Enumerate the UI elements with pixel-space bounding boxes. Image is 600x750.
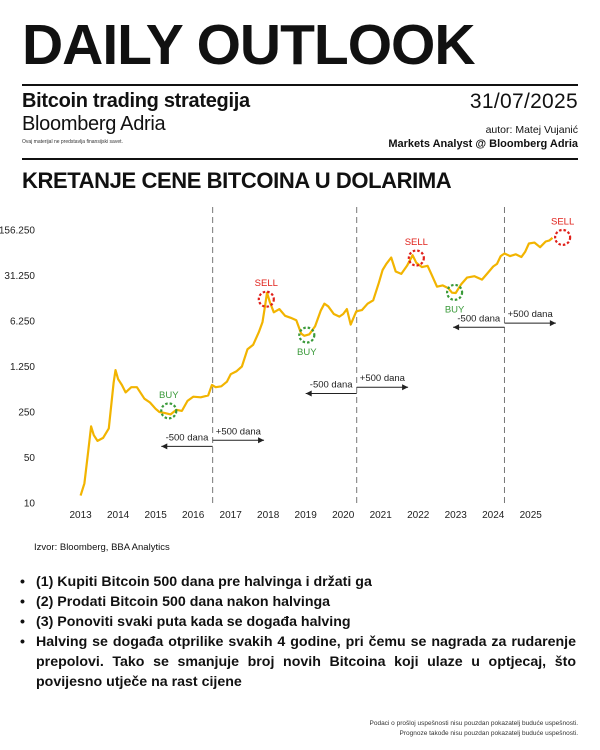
- annotation-label: -500 dana: [166, 432, 210, 443]
- annotation-label: -500 dana: [457, 313, 501, 324]
- halving-explanation: Halving se događa otprilike svakih 4 god…: [20, 632, 576, 692]
- x-axis: 2013 2014 2015 2016 2017 2018 2019 2020 2021 2022…: [70, 510, 543, 521]
- sell-label: SELL: [551, 216, 574, 227]
- chart-section-title: KRETANJE CENE BITCOINA U DOLARIMA: [22, 168, 452, 193]
- buy-label: BUY: [159, 390, 179, 401]
- strategy-list: (1) Kupiti Bitcoin 500 dana pre halvinga…: [20, 572, 576, 692]
- header-rule: [22, 84, 578, 86]
- sell-label: SELL: [405, 237, 428, 248]
- buy-marker: [160, 402, 178, 420]
- halving-annotations: -500 dana +500 dana -500 dana +500 dana -500…: [161, 309, 556, 450]
- buy-marker: [445, 283, 464, 301]
- x-tick-label: 2024: [482, 510, 505, 521]
- annotation-label: +500 dana: [216, 426, 262, 437]
- x-tick-label: 2025: [520, 510, 543, 521]
- y-tick-label: 50: [24, 453, 36, 464]
- footnote-forecasts: Prognoze takođe nisu pouzdan pokazatelj …: [399, 730, 578, 737]
- x-tick-label: 2020: [332, 510, 355, 521]
- report-subtitle: Bitcoin trading strategija: [22, 90, 250, 112]
- x-tick-label: 2014: [107, 510, 130, 521]
- page-headline: DAILY OUTLOOK: [22, 13, 476, 77]
- annotation-label: +500 dana: [508, 309, 554, 320]
- buy-label: BUY: [297, 347, 317, 358]
- y-axis: 10 50 250 1.250 6.250 31.250 156.250: [0, 225, 35, 509]
- y-tick-label: 156.250: [0, 225, 35, 236]
- buy-marker: [298, 326, 316, 344]
- annotation-arrow-head: [453, 324, 460, 331]
- x-tick-label: 2018: [257, 510, 280, 521]
- x-tick-label: 2017: [220, 510, 243, 521]
- y-tick-label: 10: [24, 499, 36, 510]
- strategy-step-3: (3) Ponoviti svaki puta kada se događa h…: [20, 612, 576, 632]
- x-tick-label: 2022: [407, 510, 430, 521]
- x-tick-label: 2023: [445, 510, 468, 521]
- bitcoin-price-line: [79, 237, 554, 496]
- strategy-step-2: (2) Prodati Bitcoin 500 dana nakon halvi…: [20, 592, 576, 612]
- y-tick-label: 31.250: [4, 271, 35, 282]
- annotation-label: +500 dana: [360, 373, 406, 384]
- author-role: Markets Analyst @ Bloomberg Adria: [388, 138, 578, 150]
- sell-marker: [257, 290, 275, 308]
- annotation-arrow-head: [549, 320, 556, 327]
- x-tick-label: 2019: [295, 510, 318, 521]
- halving-lines: [212, 207, 505, 505]
- y-tick-label: 250: [18, 407, 35, 418]
- y-tick-label: 6.250: [10, 316, 35, 327]
- annotation-arrow-head: [402, 384, 409, 391]
- x-tick-label: 2016: [182, 510, 205, 521]
- sell-marker: [407, 249, 425, 267]
- author-line: autor: Matej Vujanić: [485, 124, 578, 136]
- annotation-label: -500 dana: [310, 380, 354, 391]
- x-tick-label: 2015: [145, 510, 168, 521]
- price-series: [79, 237, 554, 496]
- buy-label: BUY: [445, 304, 465, 315]
- sell-label: SELL: [255, 278, 278, 289]
- section-rule: [22, 158, 578, 160]
- x-tick-label: 2021: [370, 510, 393, 521]
- footnote-past-performance: Podaci o prošloj uspešnosti nisu pouzdan…: [369, 720, 579, 727]
- annotation-arrow-head: [161, 443, 168, 450]
- report-date: 31/07/2025: [469, 90, 578, 113]
- x-tick-label: 2013: [70, 510, 93, 521]
- annotation-arrow-head: [305, 390, 312, 397]
- y-tick-label: 1.250: [10, 362, 35, 373]
- brand-name: Bloomberg Adria: [22, 113, 166, 135]
- sell-marker: [554, 228, 572, 247]
- annotation-arrow-head: [258, 437, 265, 444]
- disclaimer-text: Ovaj materijal ne predstavlja finansijsk…: [22, 139, 123, 145]
- chart-source: Izvor: Bloomberg, BBA Analytics: [34, 542, 170, 553]
- strategy-step-1: (1) Kupiti Bitcoin 500 dana pre halvinga…: [20, 572, 576, 592]
- trade-markers: BUY SELL BUY SELL BUY SELL: [159, 216, 574, 420]
